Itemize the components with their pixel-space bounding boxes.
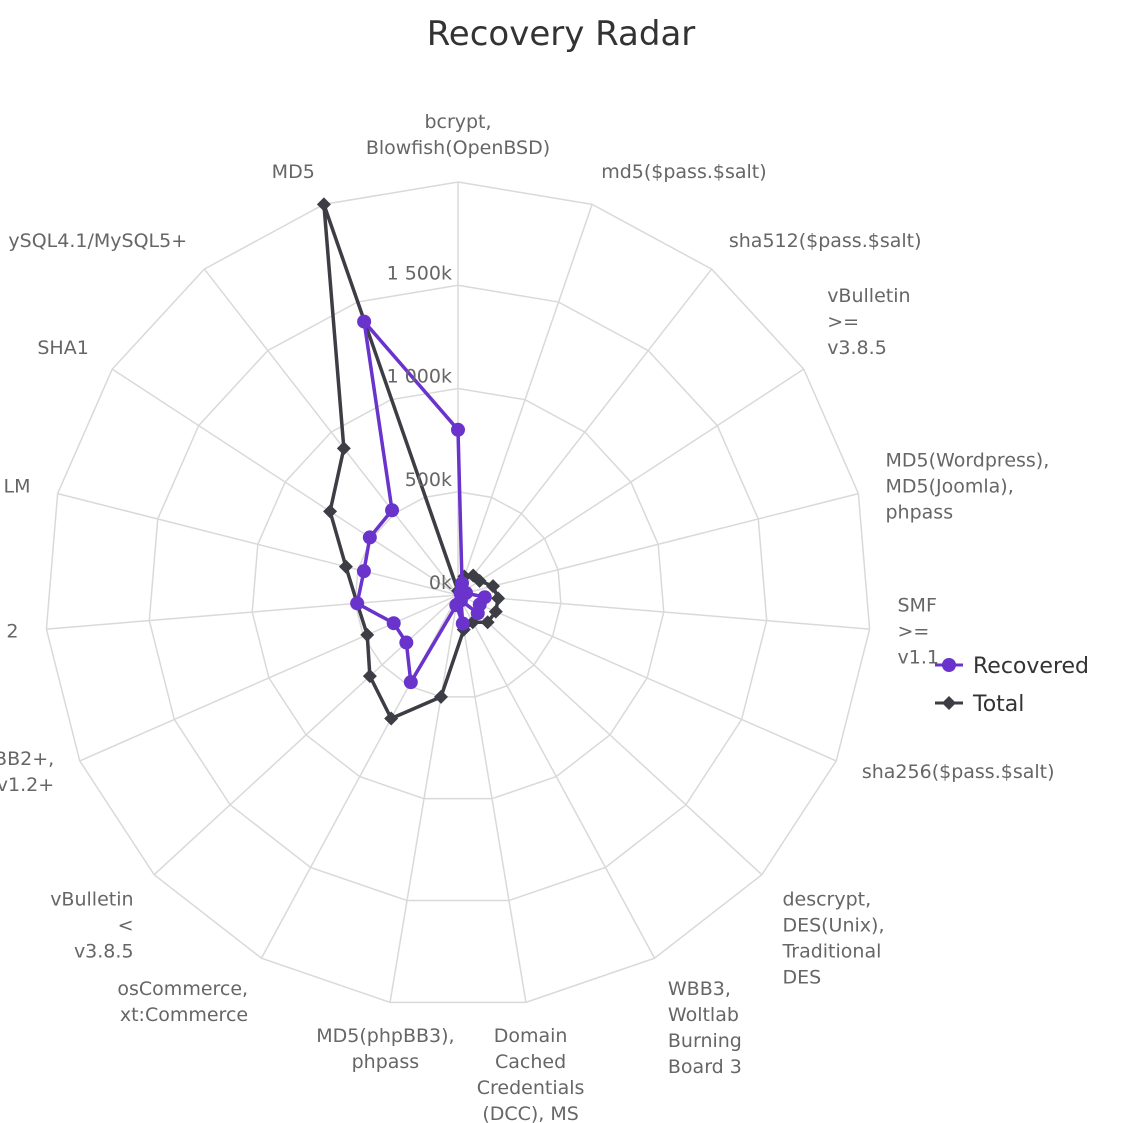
- grid-spoke: [57, 492, 459, 596]
- data-point-recovered[interactable]: [470, 606, 485, 621]
- data-point-total[interactable]: [491, 591, 506, 606]
- data-point-total[interactable]: [488, 604, 503, 619]
- data-point-recovered[interactable]: [449, 598, 464, 613]
- category-label: MD5: [272, 161, 315, 183]
- grid-spoke: [457, 204, 593, 596]
- legend-item-recovered[interactable]: Recovered: [935, 654, 1089, 679]
- grid-ring: [148, 284, 768, 902]
- legend-marker-total: [942, 696, 956, 710]
- data-point-total[interactable]: [362, 669, 377, 684]
- data-point-recovered[interactable]: [399, 635, 414, 650]
- data-point-total[interactable]: [336, 441, 351, 456]
- data-point-total[interactable]: [323, 504, 338, 519]
- radial-tick-label: 0k: [429, 572, 452, 594]
- category-label: bcrypt, Blowfish(OpenBSD): [366, 111, 550, 159]
- category-label: WBB3, Woltlab Burning Board 3: [668, 978, 742, 1078]
- category-label: md5($pass.$salt): [601, 161, 766, 183]
- grid-spoke: [79, 594, 459, 762]
- grid-spoke: [457, 268, 713, 596]
- series-recovered: [350, 314, 492, 690]
- legend-label-recovered: Recovered: [973, 654, 1089, 679]
- legend-label-total: Total: [972, 692, 1024, 717]
- grid-spoke: [457, 594, 837, 762]
- legend-marker-recovered: [942, 658, 956, 672]
- category-label: MD5(phpBB3), phpass: [316, 1025, 454, 1073]
- grid-ring: [251, 387, 665, 800]
- data-point-total[interactable]: [384, 711, 399, 726]
- data-point-total[interactable]: [338, 559, 353, 574]
- grid-ring: [45, 181, 871, 1004]
- data-point-total[interactable]: [434, 689, 449, 704]
- category-label: LM: [4, 476, 31, 498]
- grid-spoke: [457, 594, 763, 876]
- data-point-recovered[interactable]: [362, 530, 377, 545]
- data-point-recovered[interactable]: [403, 675, 418, 690]
- radial-tick-label: 1 000k: [387, 366, 452, 388]
- radial-tick-label: 500k: [405, 469, 452, 491]
- data-point-recovered[interactable]: [386, 616, 401, 631]
- grid-spoke: [203, 268, 459, 596]
- data-point-recovered[interactable]: [350, 596, 365, 611]
- category-label: descrypt, DES(Unix), Traditional DES: [781, 889, 884, 989]
- category-label: SMF >= v1.1: [897, 594, 938, 668]
- data-point-total[interactable]: [316, 197, 331, 212]
- grid-spoke: [457, 492, 859, 596]
- category-labels: bcrypt, Blowfish(OpenBSD) md5($pass.$salt)…: [0, 111, 1055, 1123]
- grid-spoke: [457, 594, 870, 630]
- category-label: MD5(Wordpress), MD5(Joomla), phpass: [886, 450, 1050, 524]
- category-label: SHA1: [37, 337, 88, 359]
- data-point-recovered[interactable]: [385, 503, 400, 518]
- data-point-total[interactable]: [472, 573, 487, 588]
- grid-spoke: [457, 368, 805, 596]
- category-label: sha256($pass.$salt): [862, 761, 1055, 783]
- data-point-recovered[interactable]: [356, 564, 371, 579]
- category-label: ySQL4.1/MySQL5+: [8, 230, 187, 252]
- grid-spoke: [457, 594, 527, 1003]
- chart-title: Recovery Radar: [427, 14, 696, 54]
- category-label: vBulletin < v3.8.5: [50, 889, 133, 963]
- grid-spoke: [111, 368, 459, 596]
- radial-tick-label: 1 500k: [387, 262, 452, 284]
- grid-spoke: [457, 594, 656, 959]
- category-label: 2: [6, 620, 18, 642]
- data-point-total[interactable]: [486, 579, 501, 594]
- data-point-recovered[interactable]: [455, 616, 470, 631]
- category-label: osCommerce, xt:Commerce: [117, 978, 248, 1026]
- legend[interactable]: Recovered Total: [935, 654, 1089, 717]
- grid-spoke: [46, 594, 459, 630]
- category-label: vBulletin >= v3.8.5: [827, 285, 910, 359]
- category-label: phpBB2+,v1.2+: [0, 748, 54, 796]
- data-point-total[interactable]: [360, 627, 375, 642]
- data-point-total[interactable]: [480, 615, 495, 630]
- series-total: [316, 197, 506, 726]
- series-layer: [316, 197, 506, 726]
- grid-spoke: [153, 594, 459, 876]
- data-point-recovered[interactable]: [451, 422, 465, 437]
- tick-labels: 0k 500k 1 000k 1 500k: [387, 262, 452, 594]
- category-label: sha512($pass.$salt): [729, 230, 922, 252]
- grid-spoke: [389, 594, 459, 1003]
- data-point-recovered[interactable]: [357, 314, 372, 329]
- legend-item-total[interactable]: Total: [935, 692, 1024, 717]
